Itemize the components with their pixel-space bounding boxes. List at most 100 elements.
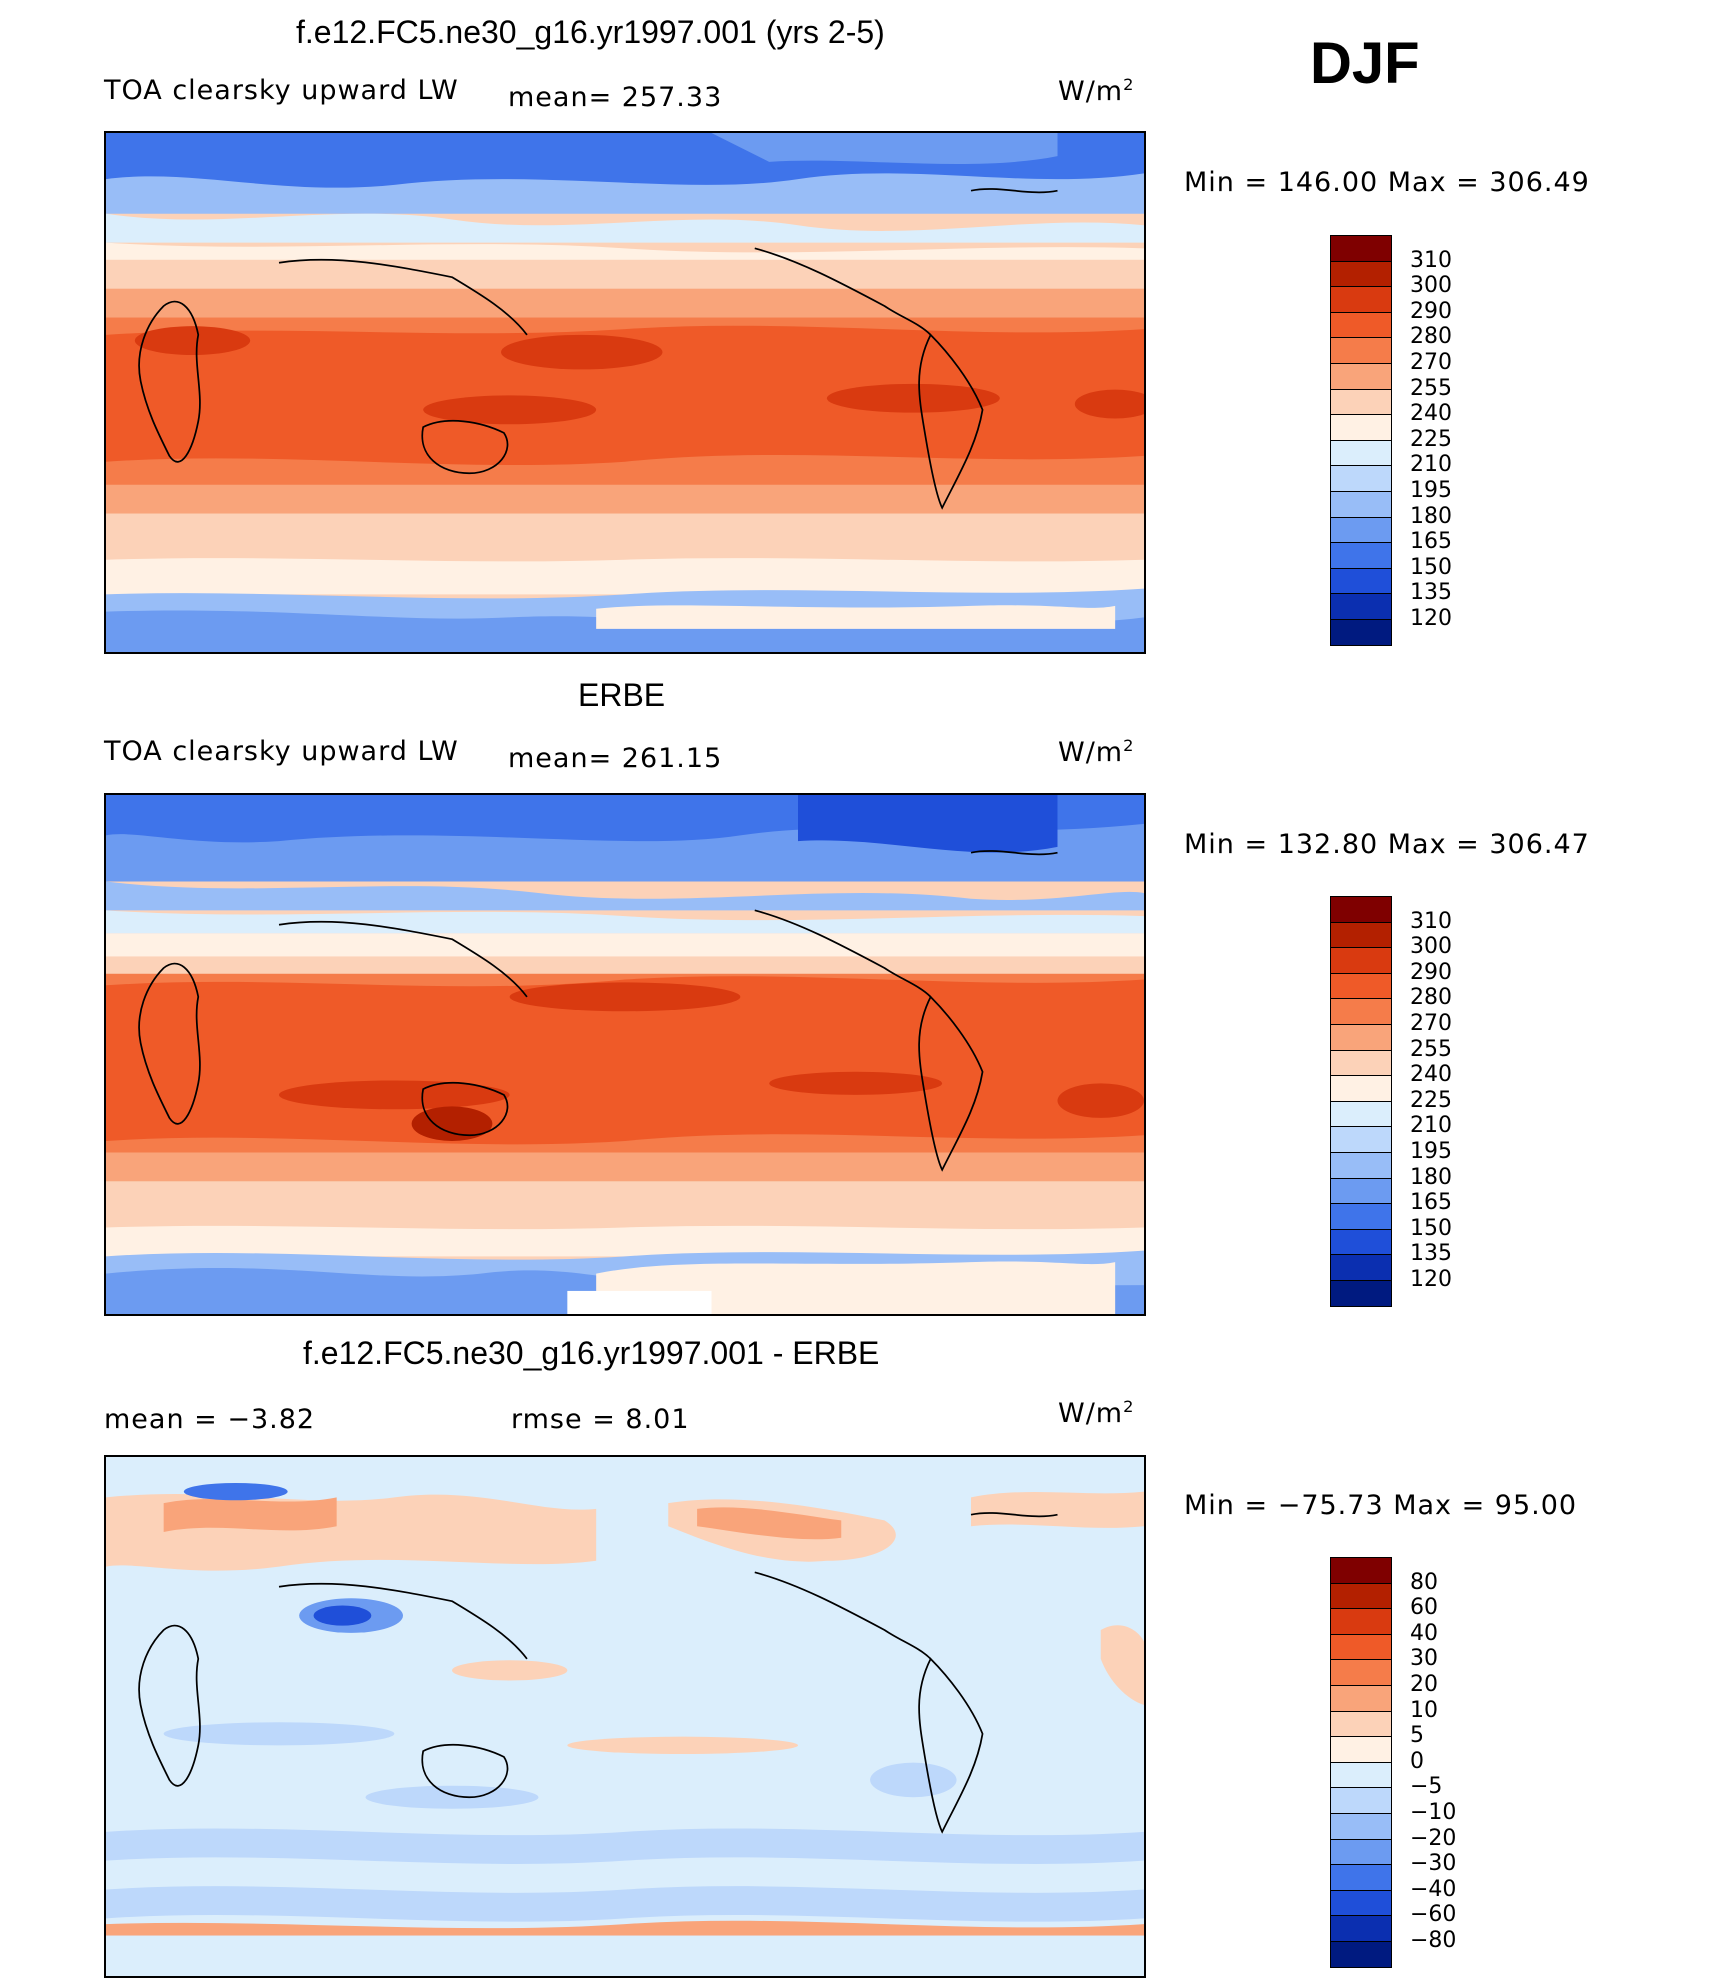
colorbar-tick-label: 300 <box>1410 273 1452 299</box>
panel3-rmse: rmse = 8.01 <box>511 1404 690 1435</box>
colorbar-cell <box>1330 286 1392 313</box>
panel1-units: W/m2 <box>1058 75 1135 107</box>
colorbar-cell <box>1330 235 1392 262</box>
colorbar-tick-label: 180 <box>1410 503 1452 529</box>
colorbar-tick-label: 60 <box>1410 1595 1438 1621</box>
colorbar-tick-label: 30 <box>1410 1646 1438 1672</box>
panel2-units: W/m2 <box>1058 736 1135 768</box>
panel2-map <box>104 793 1146 1316</box>
colorbar-cell <box>1330 1100 1392 1128</box>
panel2-mean: mean= 261.15 <box>508 743 723 774</box>
colorbar-tick-label: 270 <box>1410 1011 1452 1036</box>
panel3-contour-field <box>106 1457 1144 1976</box>
colorbar-cell <box>1330 1941 1392 1968</box>
colorbar-cell <box>1330 947 1392 974</box>
colorbar-tick-label: 210 <box>1410 1113 1452 1139</box>
panel3-minmax: Min = −75.73 Max = 95.00 <box>1184 1490 1578 1521</box>
panel1-contour-field <box>106 133 1144 652</box>
colorbar-cell <box>1330 1582 1392 1610</box>
colorbar-cell <box>1330 1685 1392 1712</box>
colorbar-cell <box>1330 921 1392 949</box>
colorbar-tick-label: 240 <box>1410 401 1452 427</box>
colorbar-cell <box>1330 1280 1392 1307</box>
colorbar-cell <box>1330 465 1392 492</box>
colorbar-tick-label: 300 <box>1410 934 1452 960</box>
panel3-mean: mean = −3.82 <box>104 1404 316 1435</box>
colorbar-tick-label: 310 <box>1410 908 1452 934</box>
colorbar-cell <box>1330 1915 1392 1942</box>
colorbar-cell <box>1330 388 1392 416</box>
colorbar-tick-label: 150 <box>1410 554 1452 580</box>
panel2-colorbar: 310 300 290 280 270 255 240 225 210 195 180 165 150 1… <box>1330 896 1452 1307</box>
colorbar-tick-label: −60 <box>1410 1902 1457 1928</box>
colorbar-cell <box>1330 1710 1392 1738</box>
colorbar-cell <box>1330 1659 1392 1686</box>
colorbar-cell <box>1330 1075 1392 1102</box>
colorbar-tick-label: −30 <box>1410 1851 1457 1877</box>
colorbar-tick-label: 280 <box>1410 985 1452 1011</box>
colorbar-cell <box>1330 1633 1392 1661</box>
colorbar-cell <box>1330 414 1392 441</box>
colorbar-tick-label: 310 <box>1410 247 1452 273</box>
colorbar-tick-label: 255 <box>1410 375 1452 401</box>
panel1-map <box>104 131 1146 654</box>
colorbar-tick-label: 240 <box>1410 1062 1452 1088</box>
panel1-title: f.e12.FC5.ne30_g16.yr1997.001 (yrs 2-5) <box>296 14 885 50</box>
colorbar-cell <box>1330 516 1392 544</box>
colorbar-cell <box>1330 1049 1392 1077</box>
colorbar-tick-label: 150 <box>1410 1215 1452 1241</box>
colorbar-cell <box>1330 363 1392 390</box>
colorbar-tick-label: 165 <box>1410 1190 1452 1216</box>
colorbar-cell <box>1330 260 1392 288</box>
colorbar-tick-label: 280 <box>1410 324 1452 350</box>
colorbar-tick-label: 195 <box>1410 478 1452 503</box>
colorbar-cell <box>1330 491 1392 518</box>
colorbar-tick-label: 290 <box>1410 298 1452 324</box>
colorbar-cell <box>1330 439 1392 467</box>
panel3-colorbar: 80 60 40 30 20 10 5 0 −5 −10 −20 −30 −40 −60 −80 <box>1330 1557 1456 1968</box>
colorbar-cell <box>1330 311 1392 339</box>
colorbar-cell <box>1330 1152 1392 1179</box>
colorbar-tick-label: 40 <box>1410 1620 1438 1646</box>
colorbar-tick-label: 20 <box>1410 1672 1438 1697</box>
colorbar-tick-label: 120 <box>1410 1267 1452 1292</box>
colorbar-tick-label: 225 <box>1410 426 1452 452</box>
panel1-variable-label: TOA clearsky upward LW <box>104 75 459 106</box>
colorbar-cell <box>1330 1608 1392 1635</box>
colorbar-cell <box>1330 1177 1392 1205</box>
colorbar-cell <box>1330 998 1392 1025</box>
colorbar-tick-label: −5 <box>1410 1774 1443 1800</box>
colorbar-tick-label: 135 <box>1410 580 1452 606</box>
colorbar-cell <box>1330 1864 1392 1891</box>
colorbar-cell <box>1330 1787 1392 1814</box>
colorbar-tick-label: 10 <box>1410 1697 1438 1723</box>
colorbar-tick-label: 255 <box>1410 1036 1452 1062</box>
colorbar-cell <box>1330 567 1392 595</box>
colorbar-tick-label: 165 <box>1410 529 1452 555</box>
colorbar-tick-label: 135 <box>1410 1241 1452 1267</box>
colorbar-cell <box>1330 896 1392 923</box>
colorbar-tick-label: 290 <box>1410 959 1452 985</box>
colorbar-tick-label: 210 <box>1410 452 1452 478</box>
colorbar-tick-label: −20 <box>1410 1825 1457 1851</box>
colorbar-cell <box>1330 542 1392 569</box>
colorbar-cell <box>1330 1024 1392 1051</box>
panel3-units: W/m2 <box>1058 1397 1135 1429</box>
season-label: DJF <box>1310 31 1420 96</box>
colorbar-tick-label: 225 <box>1410 1087 1452 1113</box>
colorbar-cell <box>1330 1761 1392 1789</box>
colorbar-cell <box>1330 337 1392 364</box>
colorbar-cell <box>1330 1254 1392 1281</box>
panel1-mean: mean= 257.33 <box>508 82 723 113</box>
colorbar-tick-label: −80 <box>1410 1928 1457 1953</box>
colorbar-cell <box>1330 593 1392 620</box>
panel1-minmax: Min = 146.00 Max = 306.49 <box>1184 167 1590 198</box>
colorbar-cell <box>1330 1889 1392 1917</box>
panel3-title: f.e12.FC5.ne30_g16.yr1997.001 - ERBE <box>303 1335 880 1371</box>
panel3-map <box>104 1455 1146 1978</box>
panel2-title: ERBE <box>578 677 666 713</box>
colorbar-tick-label: 80 <box>1410 1569 1438 1595</box>
colorbar-tick-label: 120 <box>1410 606 1452 631</box>
colorbar-tick-label: −10 <box>1410 1800 1457 1825</box>
colorbar-cell <box>1330 1126 1392 1153</box>
